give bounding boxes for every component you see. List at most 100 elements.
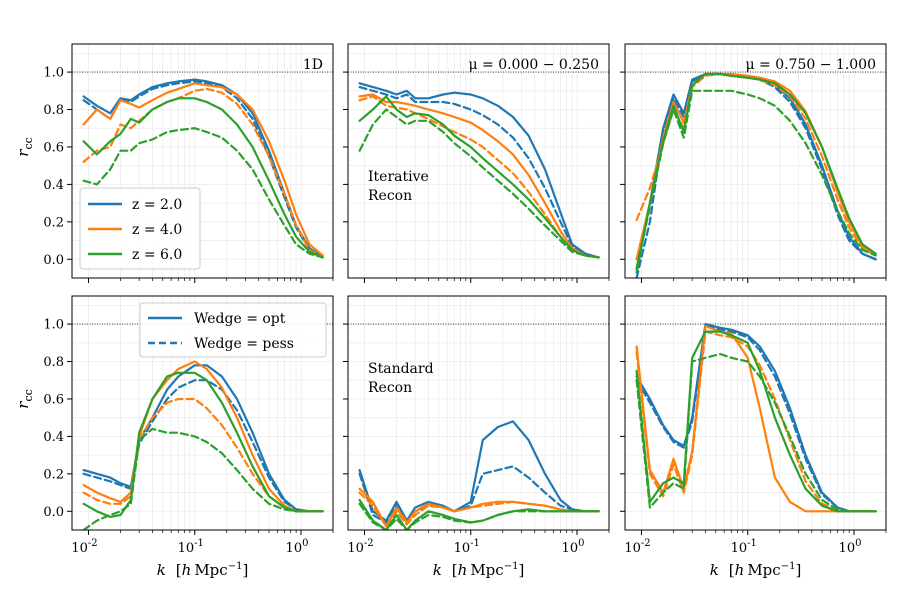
series-line-20-dashed: [635, 324, 877, 513]
legend-label: Wedge = opt: [194, 311, 286, 327]
x-axis: [640, 278, 887, 283]
axes-frame: [624, 43, 887, 279]
y-tick-label: 0.2: [43, 215, 64, 230]
panel-6: 10-2 10-1 100 k [h Mpc−1]: [620, 295, 887, 579]
y-axis-label: rcc: [14, 389, 35, 409]
panel-2: μ = 0.000 − 0.250: [343, 43, 610, 283]
y-tick-label: 0.4: [43, 178, 64, 193]
series-line-40-solid: [82, 82, 324, 257]
x-axis: 10-2 10-1 100: [71, 530, 334, 556]
series-group: [82, 360, 324, 530]
series-line-40-dashed: [82, 87, 324, 259]
series-line-60-dashed: [82, 127, 324, 259]
y-tick-label: 1.0: [43, 66, 64, 81]
series-line-60-solid: [635, 330, 877, 513]
series-line-20-dashed: [82, 379, 324, 513]
y-tick-label: 0.4: [43, 430, 64, 445]
x-tick-label: 10-2: [71, 538, 97, 556]
axes-frame: [347, 43, 610, 279]
panel-title: 1D: [303, 57, 323, 73]
series-line-40-solid: [358, 93, 600, 259]
series-line-60-dashed: [82, 427, 324, 530]
row-label-iterative: Recon: [368, 188, 412, 204]
row-label-standard: Recon: [368, 380, 412, 396]
x-axis: 10-2 10-1 100: [347, 530, 610, 556]
panel-title: μ = 0.750 − 1.000: [745, 57, 876, 73]
panels-group: 0.0 0.2 0.4 0.6 0.8 1.0 rcc 1D μ = 0.000 − 0.250…: [14, 43, 887, 579]
grid: [348, 296, 610, 531]
x-axis: [363, 278, 610, 283]
x-tick-label: 10-2: [347, 538, 373, 556]
series-line-60-solid: [635, 72, 877, 274]
axes-frame: [71, 295, 334, 531]
series-line-20-solid: [358, 82, 600, 259]
series-line-20-dashed: [82, 80, 324, 259]
panel-1: 0.0 0.2 0.4 0.6 0.8 1.0 rcc 1D: [14, 43, 334, 283]
series-line-20-solid: [82, 364, 324, 513]
series-line-20-dashed: [358, 465, 600, 524]
y-axis: 0.0 0.2 0.4 0.6 0.8 1.0: [43, 66, 72, 268]
series-line-40-solid: [82, 360, 324, 513]
series-group: [635, 72, 877, 278]
series-line-60-solid: [82, 371, 324, 519]
x-tick-label: 10-1: [178, 538, 204, 556]
y-axis-label: rcc: [14, 137, 35, 157]
y-tick-label: 0.8: [43, 103, 64, 118]
series-line-40-solid: [635, 72, 877, 261]
legend-label: z = 4.0: [132, 222, 182, 238]
x-tick-label: 10-1: [454, 538, 480, 556]
x-axis-label: k [h Mpc−1]: [710, 561, 802, 579]
legend-redshift: z = 2.0 z = 4.0 z = 6.0: [79, 187, 201, 270]
x-axis: [87, 278, 334, 283]
axes-frame: [71, 43, 334, 279]
series-group: [82, 78, 324, 259]
y-axis: 0.0 0.2 0.4 0.6 0.8 1.0: [43, 318, 72, 520]
axes-frame: [347, 295, 610, 531]
y-tick-label: 0.0: [43, 253, 64, 268]
series-line-20-solid: [358, 420, 600, 522]
legend-box: [139, 302, 327, 358]
legend-wedge: Wedge = opt Wedge = pess: [139, 302, 327, 358]
panel-title: μ = 0.000 − 0.250: [468, 57, 599, 73]
series-line-60-dashed: [635, 352, 877, 513]
x-tick-label: 100: [286, 538, 309, 556]
x-tick-label: 100: [562, 538, 585, 556]
y-tick-label: 0.8: [43, 355, 64, 370]
series-line-20-dashed: [358, 85, 600, 259]
row-label-iterative: Iterative: [368, 169, 429, 185]
x-tick-label: 10-2: [624, 538, 650, 556]
grid: [348, 44, 610, 279]
x-axis-label: k [h Mpc−1]: [433, 561, 525, 579]
x-tick-label: 100: [839, 538, 862, 556]
series-line-60-dashed: [358, 502, 600, 530]
series-group: [358, 82, 600, 259]
series-line-60-dashed: [358, 108, 600, 259]
legend-box: [79, 187, 201, 270]
series-line-60-solid: [358, 95, 600, 259]
y-tick-label: 0.6: [43, 140, 64, 155]
legend-label: Wedge = pess: [194, 336, 294, 352]
series-line-60-dashed: [635, 89, 877, 270]
x-tick-label: 10-1: [731, 538, 757, 556]
legend-label: z = 6.0: [132, 247, 182, 263]
y-tick-label: 0.6: [43, 392, 64, 407]
y-tick-label: 1.0: [43, 318, 64, 333]
axes-frame: [624, 295, 887, 531]
legend-label: z = 2.0: [132, 197, 182, 213]
row-label-standard: Standard: [368, 361, 434, 377]
panel-3: μ = 0.750 − 1.000: [620, 43, 887, 283]
series-group: [358, 420, 600, 530]
series-line-40-dashed: [358, 491, 600, 528]
y-axis: [343, 323, 348, 512]
y-axis: [620, 323, 625, 512]
y-tick-label: 0.0: [43, 505, 64, 520]
x-axis: 10-2 10-1 100: [624, 530, 887, 556]
series-line-60-solid: [82, 97, 324, 259]
panel-5: 10-2 10-1 100 k [h Mpc−1]: [343, 295, 610, 579]
y-axis: [343, 71, 348, 260]
y-axis: [620, 71, 625, 260]
y-tick-label: 0.2: [43, 467, 64, 482]
x-axis-label: k [h Mpc−1]: [157, 561, 249, 579]
series-group: [635, 323, 877, 513]
